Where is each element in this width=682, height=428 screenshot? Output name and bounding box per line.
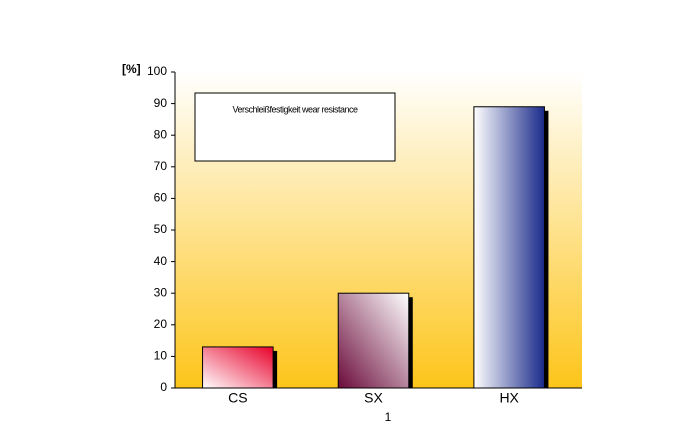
y-tick-label: 10: [154, 349, 168, 363]
bar: [473, 106, 545, 389]
y-tick-label: 20: [154, 317, 168, 331]
bar: [202, 346, 274, 389]
bar: [337, 292, 410, 389]
y-tick-label: 60: [154, 191, 168, 205]
legend-text: Verschleißfestigkeit wear resistance: [232, 104, 358, 114]
y-tick-label: 40: [154, 254, 168, 268]
y-axis-label: [%]: [122, 62, 141, 76]
y-tick-label: 50: [154, 222, 168, 236]
x-axis-label: 1: [385, 410, 392, 424]
legend-box: [194, 92, 396, 162]
x-tick-label: HX: [499, 390, 519, 406]
y-tick-label: 0: [160, 380, 167, 394]
y-tick-label: 30: [154, 285, 168, 299]
x-tick-label: SX: [364, 390, 383, 406]
y-tick-label: 80: [154, 127, 168, 141]
x-tick-label: CS: [228, 390, 247, 406]
y-tick-label: 100: [147, 64, 167, 78]
y-tick-label: 90: [154, 96, 168, 110]
y-tick-label: 70: [154, 159, 168, 173]
